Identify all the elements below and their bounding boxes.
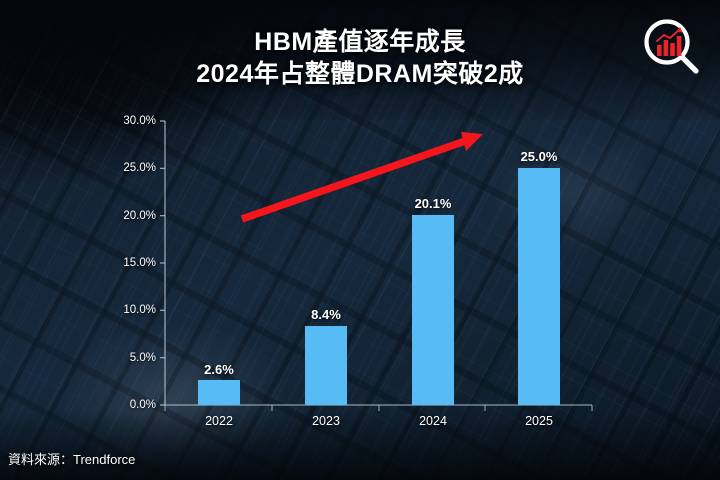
bar-value-2024: 20.1% (414, 196, 452, 211)
magnifier-bar-chart-logo (638, 14, 706, 82)
bar-value-2025: 25.0% (520, 149, 558, 164)
y-tick-label: 20.0% (123, 209, 156, 222)
x-tick-label-2022: 2022 (205, 414, 233, 428)
background-bottom-shade (0, 410, 720, 480)
page-title: HBM產值逐年成長 2024年占整體DRAM突破2成 (0, 26, 720, 90)
bar-2025[interactable] (518, 168, 560, 405)
x-tick-marks (164, 405, 593, 411)
title-line-2: 2024年占整體DRAM突破2成 (196, 60, 524, 88)
x-tick-label-2023: 2023 (312, 414, 340, 428)
bar-value-2022: 2.6% (204, 362, 234, 377)
upward-trend-arrow (240, 132, 483, 223)
magnifier-icon (644, 19, 699, 74)
bar-2023[interactable] (305, 325, 347, 405)
bar-2022[interactable] (198, 380, 240, 405)
y-tick-marks (160, 120, 165, 406)
background-top-shade (0, 0, 720, 120)
y-tick-label: 10.0% (123, 304, 156, 317)
x-tick-label-2025: 2025 (525, 414, 553, 428)
bar-2024[interactable] (412, 214, 454, 405)
source-note: 資料來源：Trendforce (8, 452, 136, 467)
title-line-1: HBM產值逐年成長 (254, 28, 466, 56)
x-tick-label-2024: 2024 (419, 414, 447, 428)
bar-value-2023: 8.4% (311, 307, 341, 322)
y-tick-label: 0.0% (129, 399, 156, 411)
red-bar-chart-icon (656, 27, 683, 56)
y-tick-label: 30.0% (123, 115, 156, 127)
y-tick-label: 5.0% (129, 351, 156, 364)
y-tick-label: 25.0% (123, 162, 156, 175)
y-tick-label: 15.0% (123, 257, 156, 269)
